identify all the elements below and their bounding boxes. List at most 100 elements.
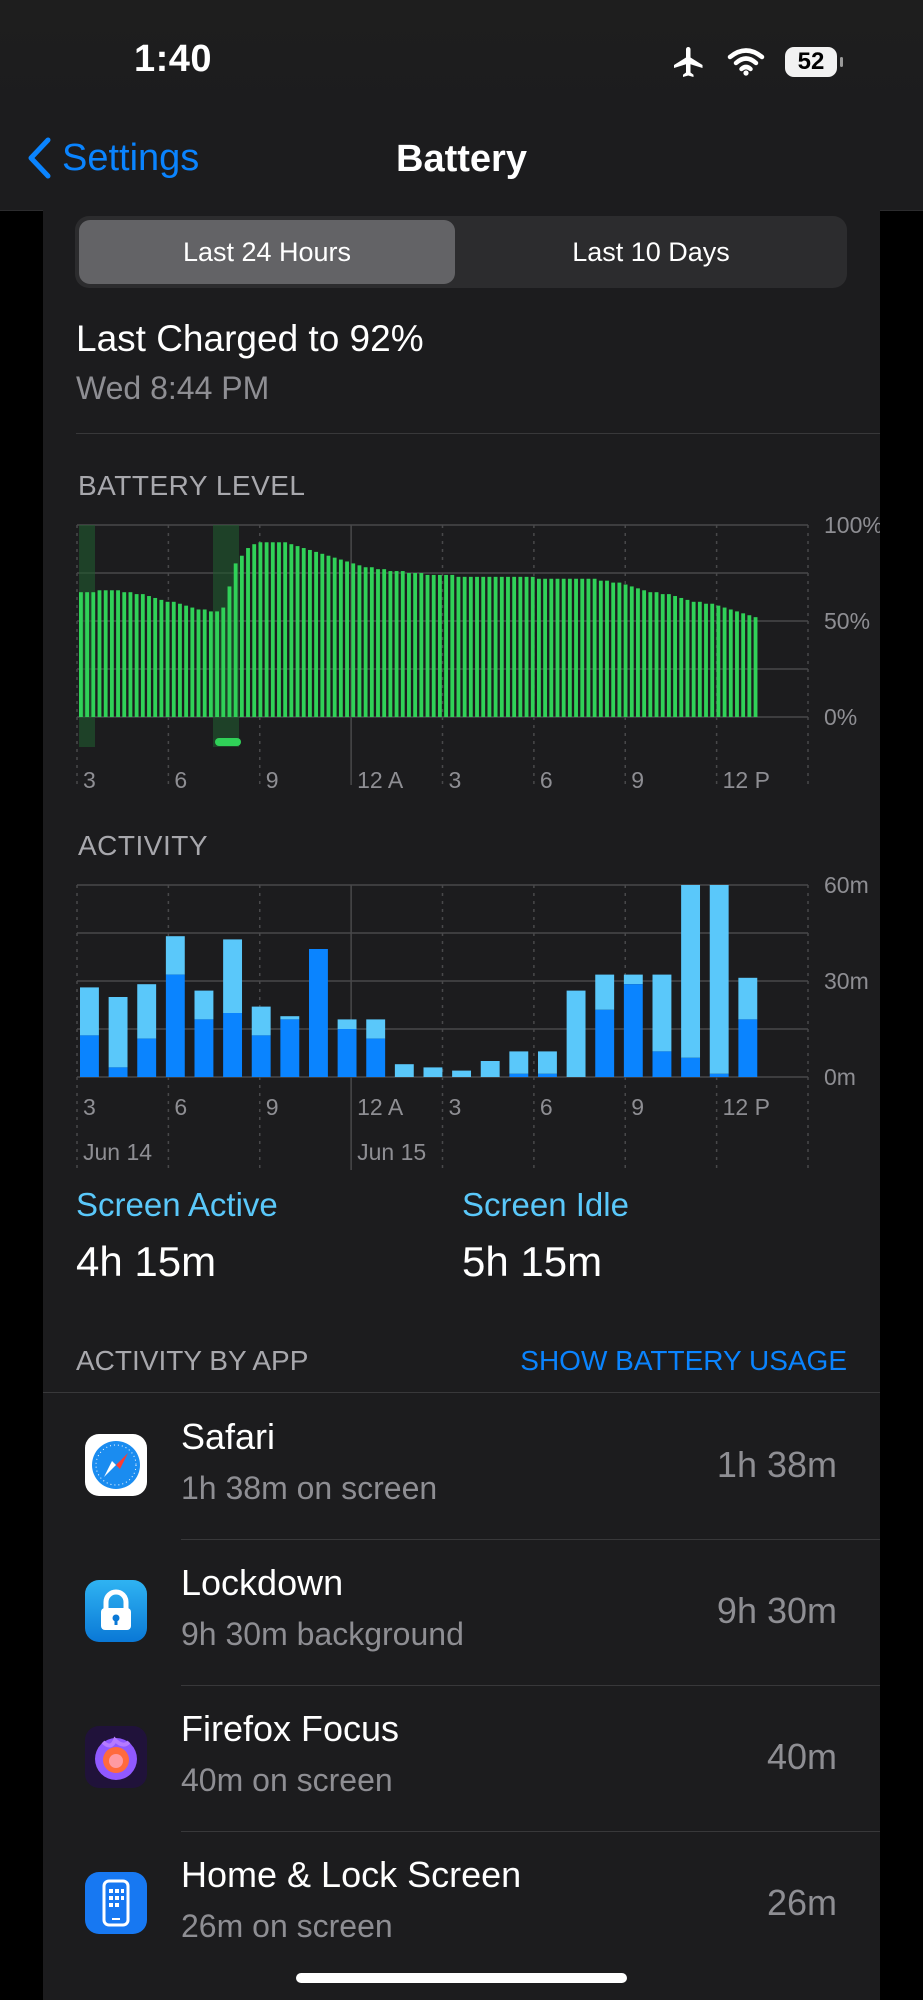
divider bbox=[43, 1392, 880, 1393]
battery-bar bbox=[178, 603, 182, 717]
battery-bar bbox=[215, 611, 219, 717]
tab-last-10-days[interactable]: Last 10 Days bbox=[572, 237, 730, 267]
battery-bar bbox=[270, 542, 275, 717]
battery-bar bbox=[363, 567, 368, 717]
battery-bar bbox=[673, 596, 677, 717]
active-bar bbox=[509, 1073, 529, 1077]
divider bbox=[76, 433, 880, 434]
active-bar bbox=[652, 1051, 672, 1077]
battery-bar bbox=[580, 578, 585, 717]
app-row-lockdown[interactable]: Lockdown 9h 30m background 9h 30m bbox=[43, 1540, 880, 1686]
app-name: Safari bbox=[181, 1416, 276, 1457]
lock-icon bbox=[85, 1580, 147, 1642]
battery-bar bbox=[419, 573, 424, 717]
home-indicator[interactable] bbox=[296, 1973, 627, 1983]
status-bar: 1:40 52 bbox=[0, 0, 923, 120]
battery-bar bbox=[326, 555, 331, 717]
battery-bar bbox=[413, 573, 418, 717]
screen-active-label: Screen Active bbox=[76, 1186, 278, 1223]
battery-bar bbox=[549, 578, 554, 717]
divider bbox=[181, 1539, 880, 1540]
x-tick-label: 12 P bbox=[723, 1094, 770, 1120]
battery-bar bbox=[710, 603, 715, 717]
battery-bar bbox=[332, 557, 337, 717]
battery-content: Last 24 Hours Last 10 Days Last Charged … bbox=[43, 210, 880, 2000]
battery-bar bbox=[629, 586, 634, 717]
battery-bar bbox=[654, 592, 659, 717]
battery-bar bbox=[666, 594, 671, 717]
battery-bar bbox=[239, 555, 244, 717]
back-button[interactable]: Settings bbox=[26, 136, 199, 180]
app-usage-detail: 9h 30m background bbox=[181, 1616, 464, 1652]
idle-bar bbox=[137, 984, 157, 1039]
battery-bar bbox=[301, 548, 306, 717]
idle-bar bbox=[194, 990, 214, 1020]
battery-bar bbox=[648, 592, 653, 717]
battery-bar bbox=[499, 576, 504, 717]
battery-bar bbox=[475, 576, 479, 717]
battery-bar bbox=[456, 576, 461, 717]
app-name: Home & Lock Screen bbox=[181, 1854, 522, 1895]
screen-idle-value: 5h 15m bbox=[462, 1238, 603, 1285]
back-label: Settings bbox=[62, 136, 200, 179]
battery-bar bbox=[691, 601, 696, 717]
battery-bar bbox=[704, 603, 708, 717]
battery-bar bbox=[642, 590, 647, 717]
battery-bar bbox=[561, 578, 566, 717]
status-time: 1:40 bbox=[134, 38, 213, 80]
battery-bar bbox=[295, 546, 300, 717]
idle-bar bbox=[509, 1051, 529, 1074]
activity-title: ACTIVITY bbox=[78, 830, 209, 861]
divider bbox=[181, 1831, 880, 1832]
battery-bar bbox=[128, 592, 133, 717]
date-label: Jun 15 bbox=[357, 1139, 426, 1165]
last-charged-title: Last Charged to 92% bbox=[76, 318, 424, 359]
battery-bar bbox=[636, 588, 640, 717]
charging-bar bbox=[215, 738, 241, 746]
battery-bar bbox=[450, 574, 455, 717]
battery-icon: 52 bbox=[785, 47, 843, 77]
active-bar bbox=[137, 1038, 157, 1077]
battery-bar bbox=[524, 576, 529, 717]
battery-bar bbox=[258, 542, 263, 717]
tab-last-24-hours[interactable]: Last 24 Hours bbox=[79, 220, 455, 284]
battery-bar bbox=[481, 576, 486, 717]
idle-bar bbox=[80, 987, 99, 1036]
battery-bar bbox=[462, 576, 467, 717]
battery-bar bbox=[512, 576, 517, 717]
battery-bar bbox=[351, 563, 356, 717]
idle-bar bbox=[709, 885, 729, 1074]
app-row-home-lock-screen[interactable]: Home & Lock Screen 26m on screen 26m bbox=[43, 1832, 880, 1978]
battery-bar bbox=[437, 574, 442, 717]
x-tick-label: 6 bbox=[174, 767, 187, 793]
battery-bar bbox=[165, 601, 170, 717]
idle-bar bbox=[681, 885, 701, 1058]
battery-bar bbox=[85, 592, 90, 717]
x-tick-label: 3 bbox=[83, 767, 96, 793]
app-usage-detail: 40m on screen bbox=[181, 1762, 393, 1798]
battery-bar bbox=[233, 563, 238, 717]
battery-bar bbox=[314, 551, 319, 717]
app-row-safari[interactable]: Safari 1h 38m on screen 1h 38m bbox=[43, 1394, 880, 1540]
battery-bar bbox=[140, 594, 145, 717]
y-tick-label: 100% bbox=[824, 512, 880, 538]
battery-bar bbox=[611, 582, 616, 717]
battery-bar bbox=[382, 569, 387, 717]
active-bar bbox=[194, 1019, 214, 1077]
battery-bar bbox=[190, 607, 195, 717]
battery-bar bbox=[728, 609, 733, 717]
y-tick-label: 0% bbox=[824, 704, 857, 730]
app-usage-detail: 1h 38m on screen bbox=[181, 1470, 438, 1506]
app-row-firefox-focus[interactable]: Firefox Focus 40m on screen 40m bbox=[43, 1686, 880, 1832]
date-label: Jun 14 bbox=[83, 1139, 152, 1165]
battery-bar bbox=[394, 571, 399, 717]
idle-bar bbox=[738, 977, 758, 1020]
battery-bar bbox=[79, 592, 83, 717]
battery-bar bbox=[134, 594, 139, 717]
activity-chart: 60m 30m 0m 3 6 9 12 A 3 6 9 12 P Jun 14 Jun 15 bbox=[76, 872, 869, 1170]
show-battery-usage-button[interactable]: SHOW BATTERY USAGE bbox=[520, 1345, 847, 1376]
battery-bar bbox=[598, 580, 603, 717]
app-usage-time: 1h 38m bbox=[716, 1444, 837, 1485]
page-title: Battery bbox=[396, 138, 527, 180]
battery-bar bbox=[184, 605, 189, 717]
